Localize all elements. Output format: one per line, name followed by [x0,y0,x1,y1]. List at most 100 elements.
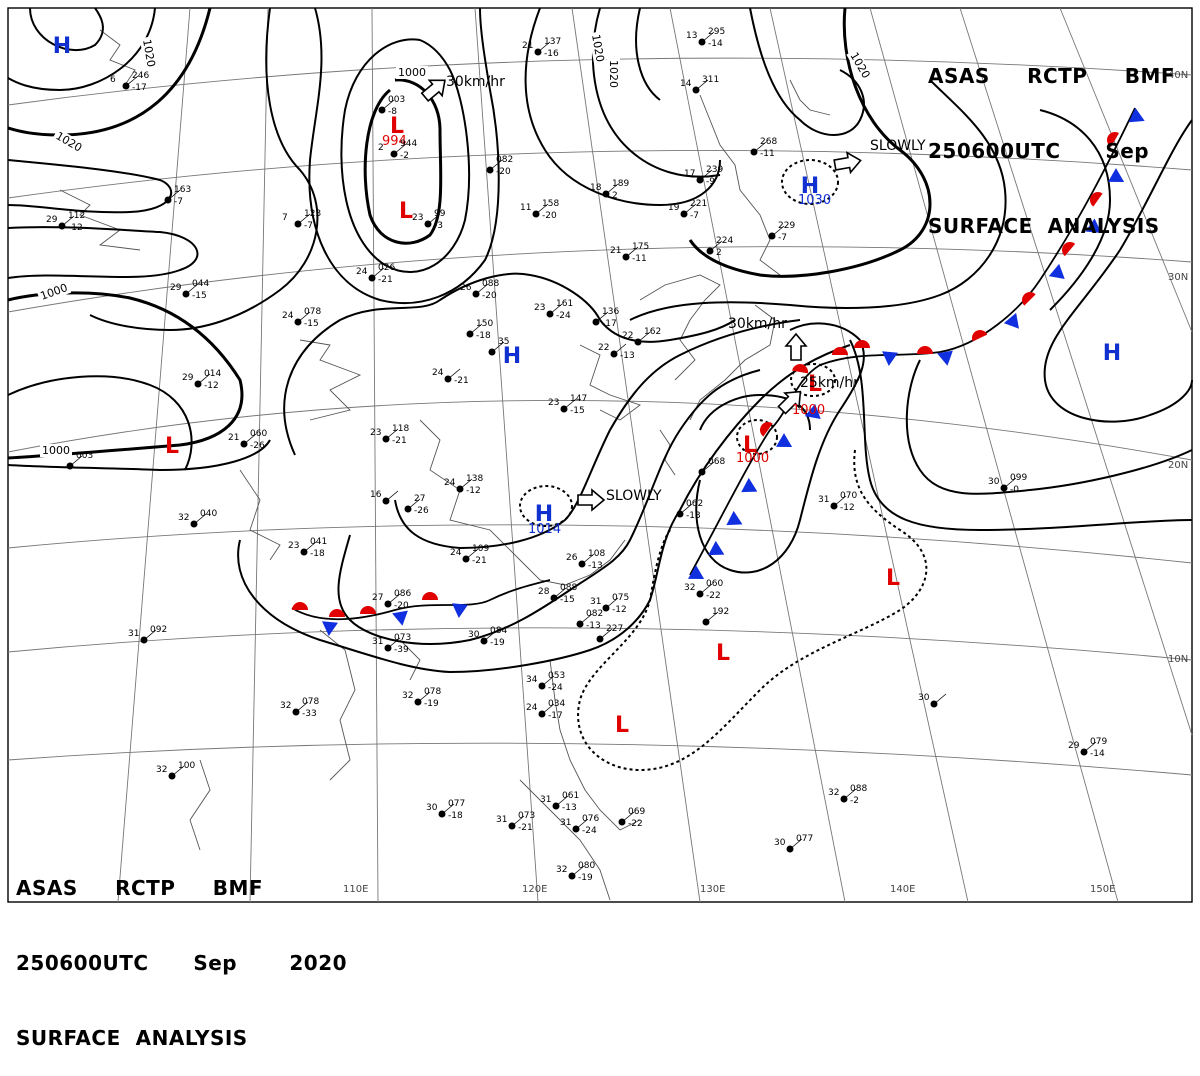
triangle-shape [1048,263,1065,279]
semicircle-shape [1090,192,1103,207]
triangle-shape [937,350,953,366]
wind-barb [171,765,185,777]
cold-front-triangle [322,621,338,636]
station-plot: 29 014 -12 [182,369,221,391]
wind-barb [511,815,525,827]
station-pressure: 099 [1010,473,1027,483]
graticule-labels: 110E 120E 130E 140E 150E 40N 30N 20N 10N [343,70,1188,895]
wind-barb [469,323,483,335]
warm-front-semicircle [1107,132,1119,147]
high-pressure-symbol: H [801,174,819,199]
station-pressure: 080 [578,861,595,871]
station-plot: 32 100 [156,761,195,780]
cold-front-triangle [937,350,953,366]
warm-front-semicircle [917,346,933,354]
station-tendency: -13 [686,511,701,521]
wind-barb [555,795,569,807]
station-pressure: 109 [472,544,489,554]
station-tendency: -22 [706,591,721,601]
low-pressure-symbol: L [399,199,413,224]
triangle-shape [688,565,705,579]
lon-label: 110E [343,884,368,895]
station-temperature: 7 [282,213,288,223]
station-temperature: 2 [378,143,384,153]
station-pressure: 053 [548,671,565,681]
station-plot: 24 138 -12 [444,474,483,496]
triangle-shape [776,433,793,447]
station-temperature: 23 [412,213,423,223]
station-plot: 29 044 -15 [170,279,209,301]
station-pressure: 99 [434,209,446,219]
triangle-shape [322,621,338,636]
station-pressure: 078 [304,307,321,317]
wind-barb [789,838,803,850]
lat-label: 40N [1168,70,1188,81]
motion-label: SLOWLY [606,488,662,504]
low-pressure-symbol: L [390,114,404,139]
station-tendency: -21 [472,556,487,566]
station-plot: 003 [66,451,93,470]
wind-barb [553,587,567,599]
high-pressure-symbol: H [1103,341,1121,366]
station-pressure: 147 [570,394,587,404]
wind-barb [563,398,577,410]
triangle-shape [726,510,743,526]
center-pressure-value: 1000 [736,451,769,466]
wind-barb [709,240,723,252]
isobar-label-bg [607,58,620,90]
station-pressure: 082 [586,609,603,619]
station-temperature: 24 [450,548,462,558]
warm-front-semicircle [760,422,773,437]
station-plot: 22 162 [622,327,661,346]
station-tendency: -21 [518,823,533,833]
station-plot: 32 080 -19 [556,861,595,883]
station-plot: 19 221 -7 [668,199,707,221]
station-tendency: -22 [628,819,643,829]
wind-barb [459,478,473,490]
station-temperature: 23 [548,398,559,408]
semicircle-shape [760,422,773,437]
station-tendency: -26 [250,441,265,451]
high-pressure-symbol: H [503,344,521,369]
low-pressure-symbol: L [165,434,179,459]
station-tendency: -20 [394,601,409,611]
warm-front-semicircle [292,602,308,610]
header-bottom-left: ASAS RCTP BMF 250600UTC Sep 2020 SURFACE… [16,826,347,1076]
cold-front-symbols [322,107,1145,636]
station-plot: 069-22 [618,807,645,829]
warm-front-semicircle [854,340,870,348]
station-plot: 31 073 -39 [372,633,411,655]
station-pressure: 061 [562,791,579,801]
station-temperature: 32 [556,865,567,875]
low-pressure-symbol: L [615,713,629,738]
header-top-right: ASAS RCTP BMF 250600UTC Sep 2020 SURFACE… [928,14,1200,264]
isobars [7,7,1193,674]
station-temperature: 28 [538,587,550,597]
station-pressure: 088 [482,279,499,289]
cold-front-triangle [392,610,408,626]
wind-barb [447,368,461,380]
station-temperature: 30 [426,803,438,813]
station-plot: 11 158 -20 [520,199,559,221]
station-pressure: 295 [708,27,725,37]
station-temperature: 24 [356,267,368,277]
station-tendency: -13 [588,561,603,571]
motion-label: 25km/hr [800,375,859,391]
cold-front-triangle [1085,218,1102,234]
station-temperature: 31 [496,815,507,825]
station-plot: 26 088 -20 [460,279,499,301]
station-plot: 21 137 -16 [522,37,561,59]
station-plot: 163-7 [164,185,191,207]
isobar-label: 1020 [607,58,620,90]
station-tendency: -12 [68,223,83,233]
station-pressure: 073 [394,633,411,643]
wind-barb [541,703,555,715]
wind-barb [427,213,441,225]
semicircle-shape [360,606,376,614]
high-pressure-symbol: H [53,34,71,59]
motion-label: 30km/hr [446,74,505,90]
station-temperature: 11 [520,203,531,213]
station-plot: 27-26 [404,494,429,516]
header-line-1: ASAS RCTP BMF [16,876,264,900]
station-pressure: 268 [760,137,777,147]
